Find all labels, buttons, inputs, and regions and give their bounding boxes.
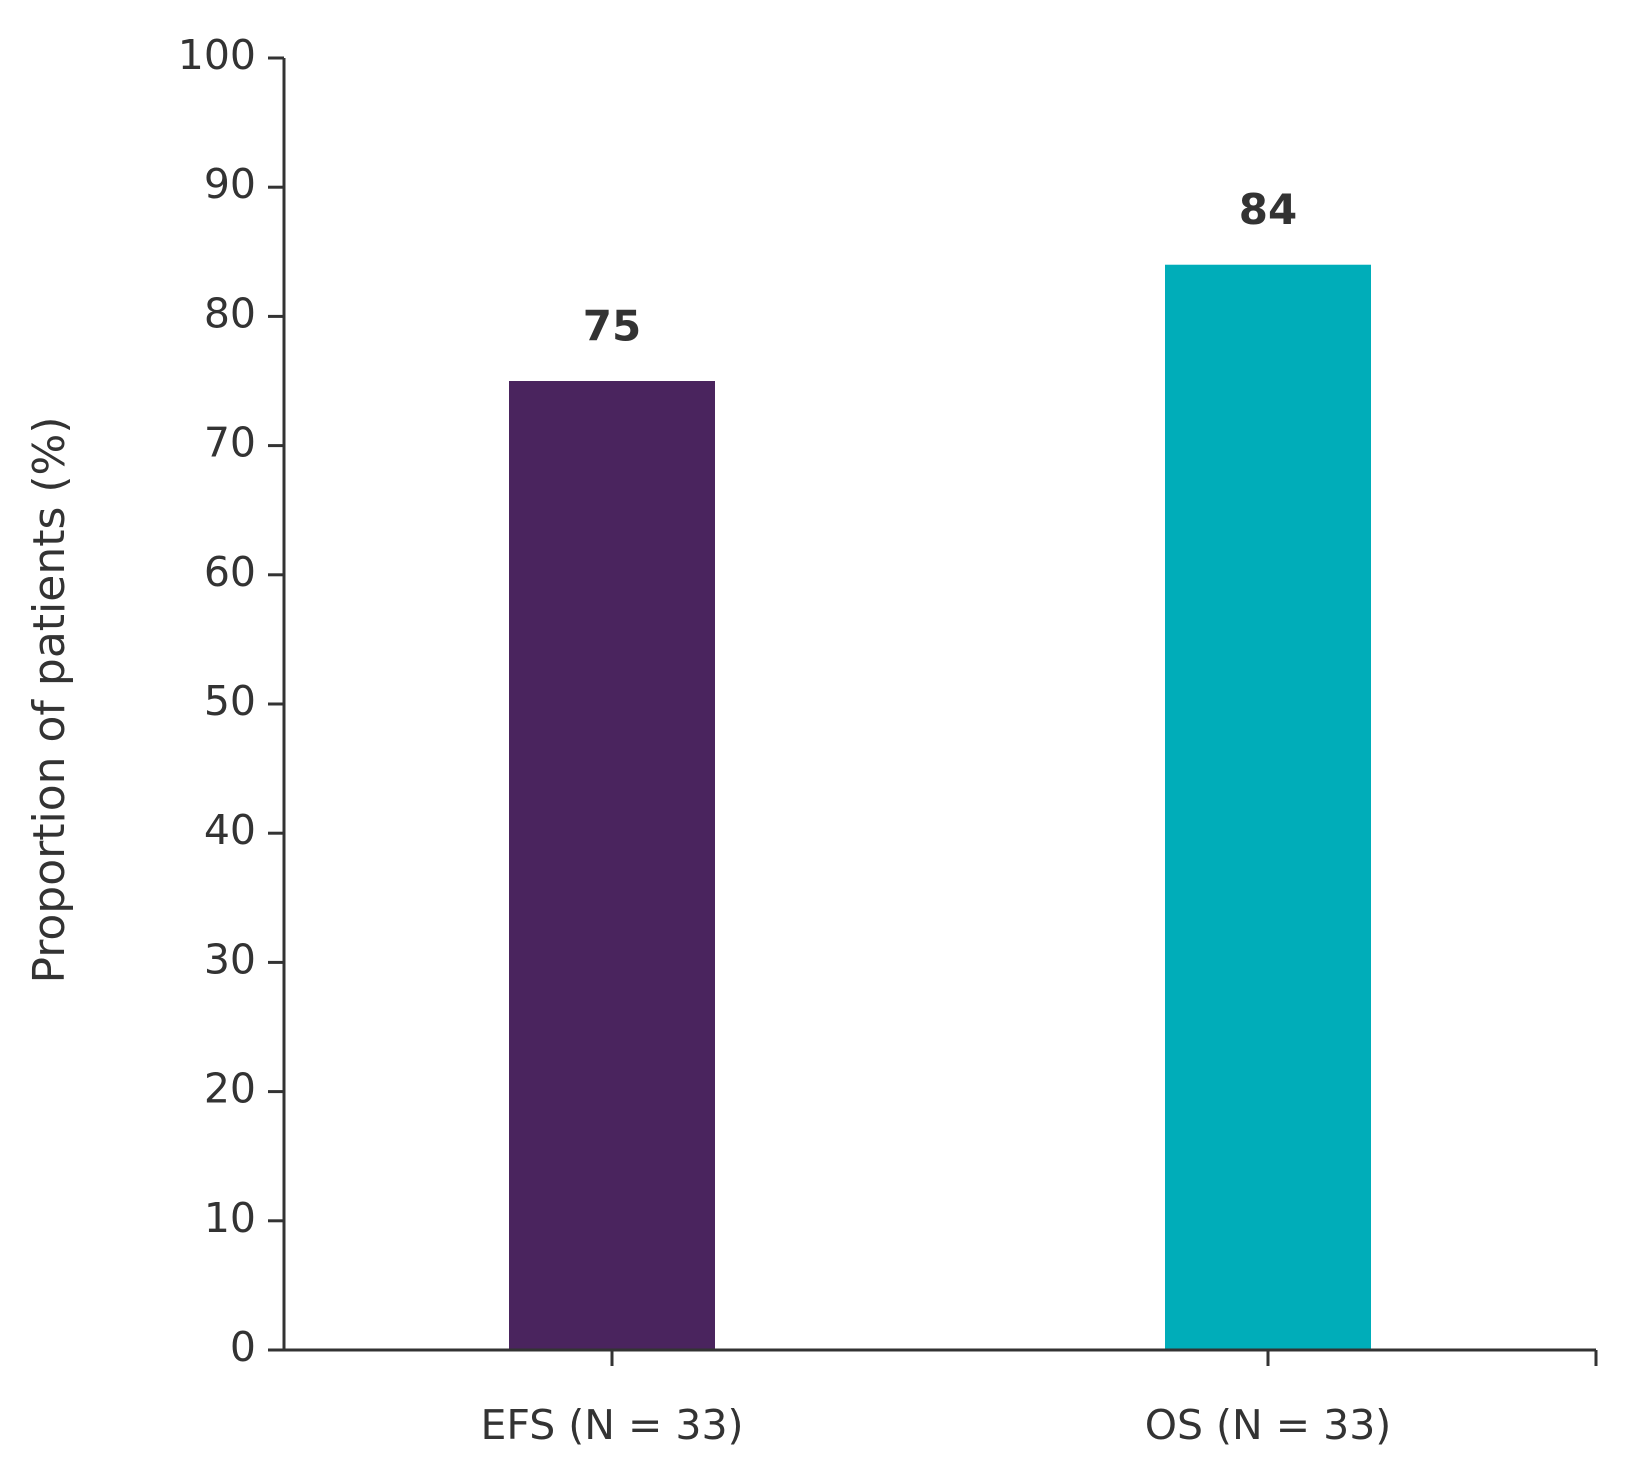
x-tick-label: EFS (N = 33) bbox=[480, 1401, 743, 1449]
bar bbox=[1165, 264, 1371, 1351]
y-tick-label: 40 bbox=[204, 806, 256, 854]
y-tick-label: 100 bbox=[178, 31, 256, 79]
value-label: 84 bbox=[1239, 185, 1297, 234]
y-tick-label: 10 bbox=[204, 1194, 256, 1242]
y-tick-label: 80 bbox=[204, 289, 256, 337]
y-tick-label: 0 bbox=[230, 1323, 256, 1371]
y-tick-label: 60 bbox=[204, 548, 256, 596]
value-label: 75 bbox=[583, 302, 641, 351]
y-tick-label: 20 bbox=[204, 1065, 256, 1113]
y-axis-title: Proportion of patients (%) bbox=[24, 416, 75, 983]
y-tick-label: 30 bbox=[204, 935, 256, 983]
x-tick-label: OS (N = 33) bbox=[1145, 1401, 1392, 1449]
y-tick-label: 70 bbox=[204, 419, 256, 467]
y-tick-label: 90 bbox=[204, 160, 256, 208]
y-tick-label: 50 bbox=[204, 677, 256, 725]
bar bbox=[509, 381, 715, 1350]
